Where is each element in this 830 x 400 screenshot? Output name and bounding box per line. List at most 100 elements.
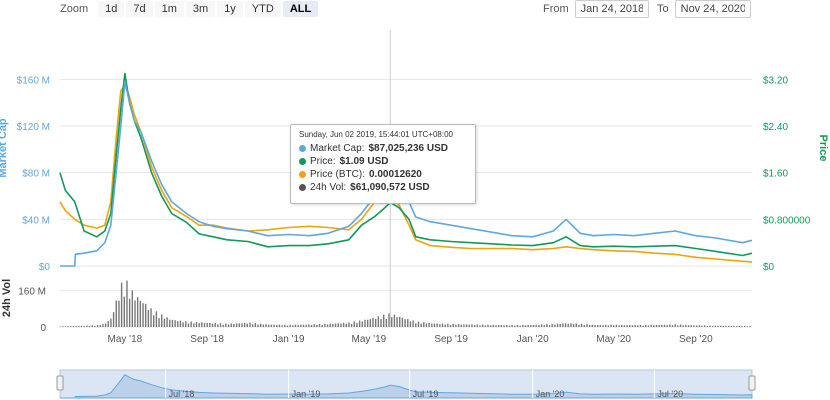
volume-bar bbox=[91, 325, 93, 327]
zoom-button-1y[interactable]: 1y bbox=[217, 1, 243, 17]
navigator-tick-label: Jul '19 bbox=[413, 389, 439, 399]
volume-bar bbox=[599, 324, 602, 327]
volume-bar bbox=[123, 296, 125, 327]
volume-bar bbox=[722, 325, 725, 327]
volume-bar bbox=[380, 319, 382, 327]
volume-bar bbox=[118, 300, 120, 327]
volume-bar bbox=[543, 325, 545, 327]
volume-bar bbox=[687, 325, 690, 327]
zoom-button-7d[interactable]: 7d bbox=[126, 1, 153, 17]
volume-bar bbox=[358, 320, 361, 327]
y-right-tick-label: $2.40 bbox=[763, 122, 788, 133]
navigator-tick-label: Jul '20 bbox=[657, 389, 683, 399]
volume-bar bbox=[190, 321, 192, 327]
volume-bar bbox=[249, 322, 251, 327]
volume-bar bbox=[222, 324, 224, 327]
volume-bar bbox=[179, 320, 182, 327]
volume-bar bbox=[169, 319, 171, 327]
series-line-price bbox=[59, 72, 753, 257]
y-right-tick-label: $1.60 bbox=[763, 169, 788, 180]
zoom-button-1m[interactable]: 1m bbox=[154, 1, 184, 17]
volume-bar bbox=[112, 312, 115, 327]
x-tick-label: Jan '20 bbox=[517, 334, 549, 345]
volume-bar bbox=[407, 318, 409, 327]
volume-bar bbox=[155, 311, 158, 327]
volume-bar bbox=[511, 324, 513, 327]
volume-bar bbox=[639, 324, 642, 327]
volume-bar bbox=[473, 324, 476, 327]
volume-bar bbox=[150, 308, 152, 327]
volume-bar bbox=[527, 324, 529, 327]
x-tick-label: Sep '18 bbox=[190, 334, 224, 345]
volume-bar bbox=[714, 325, 717, 327]
volume-bar bbox=[297, 325, 299, 327]
volume-bar bbox=[120, 282, 123, 327]
volume-bar bbox=[142, 303, 144, 327]
to-date-input[interactable] bbox=[674, 0, 751, 18]
volume-bar bbox=[171, 319, 174, 327]
volume-bar bbox=[674, 324, 676, 327]
navigator-tick-label: Jul '18 bbox=[169, 389, 195, 399]
zoom-button-1d[interactable]: 1d bbox=[98, 1, 125, 17]
volume-bar bbox=[134, 300, 136, 327]
volume-bar bbox=[741, 326, 743, 327]
y-right-axis-title: Price bbox=[817, 135, 829, 162]
volume-bar bbox=[540, 324, 543, 327]
volume-bar bbox=[562, 323, 564, 327]
volume-bar bbox=[492, 324, 495, 327]
volume-bar bbox=[554, 324, 556, 327]
volume-bar bbox=[530, 325, 532, 327]
tooltip-row-label: Market Cap: bbox=[310, 143, 365, 154]
navigator-left-handle[interactable] bbox=[56, 375, 64, 391]
volume-bar bbox=[182, 322, 184, 327]
volume-bar bbox=[286, 325, 289, 327]
y-left-tick-label: $160 M bbox=[17, 75, 50, 86]
volume-bar bbox=[96, 325, 99, 327]
y-left-tick-label: $80 M bbox=[22, 169, 50, 180]
volume-bar bbox=[415, 323, 417, 327]
volume-bar bbox=[481, 324, 484, 327]
volume-bar bbox=[604, 324, 607, 327]
volume-bar bbox=[185, 321, 187, 327]
from-date-input[interactable] bbox=[574, 0, 649, 18]
volume-bar bbox=[701, 325, 703, 327]
volume-bar bbox=[393, 314, 396, 327]
volume-bar bbox=[631, 325, 634, 327]
volume-bar bbox=[262, 324, 265, 327]
y-vol-tick-label: 160 M bbox=[18, 286, 46, 297]
volume-bar bbox=[198, 323, 200, 327]
volume-bar bbox=[736, 326, 738, 327]
x-tick-label: May '20 bbox=[596, 334, 631, 345]
series-dot-icon bbox=[299, 158, 306, 165]
volume-bar bbox=[538, 325, 540, 327]
volume-bar bbox=[671, 325, 674, 327]
navigator-right-handle[interactable] bbox=[748, 375, 756, 391]
volume-bar bbox=[460, 324, 462, 327]
tooltip-row: Market Cap: $87,025,236 USD bbox=[299, 142, 467, 155]
tooltip-row: Price: $1.09 USD bbox=[299, 155, 467, 168]
volume-bar bbox=[439, 324, 441, 327]
tooltip-row-label: Price (BTC): bbox=[310, 169, 365, 180]
zoom-button-3m[interactable]: 3m bbox=[185, 1, 216, 17]
volume-bar bbox=[455, 324, 457, 327]
volume-bar bbox=[83, 325, 85, 327]
volume-bar bbox=[310, 324, 313, 327]
volume-bar bbox=[383, 314, 385, 327]
tooltip-row-label: 24h Vol: bbox=[310, 182, 347, 193]
zoom-button-all[interactable]: ALL bbox=[282, 1, 319, 17]
volume-bar bbox=[193, 323, 195, 327]
volume-bar bbox=[214, 323, 216, 327]
volume-bar bbox=[476, 324, 479, 327]
volume-bar bbox=[67, 326, 69, 327]
volume-bar bbox=[329, 323, 331, 327]
volume-bar bbox=[257, 324, 259, 327]
from-range: From bbox=[543, 0, 649, 18]
volume-bar bbox=[578, 324, 580, 327]
volume-bar bbox=[230, 323, 232, 327]
volume-bar bbox=[653, 325, 655, 327]
volume-bar bbox=[457, 324, 460, 327]
volume-bar bbox=[340, 323, 342, 327]
zoom-button-ytd[interactable]: YTD bbox=[244, 1, 281, 17]
volume-bar bbox=[468, 324, 470, 327]
